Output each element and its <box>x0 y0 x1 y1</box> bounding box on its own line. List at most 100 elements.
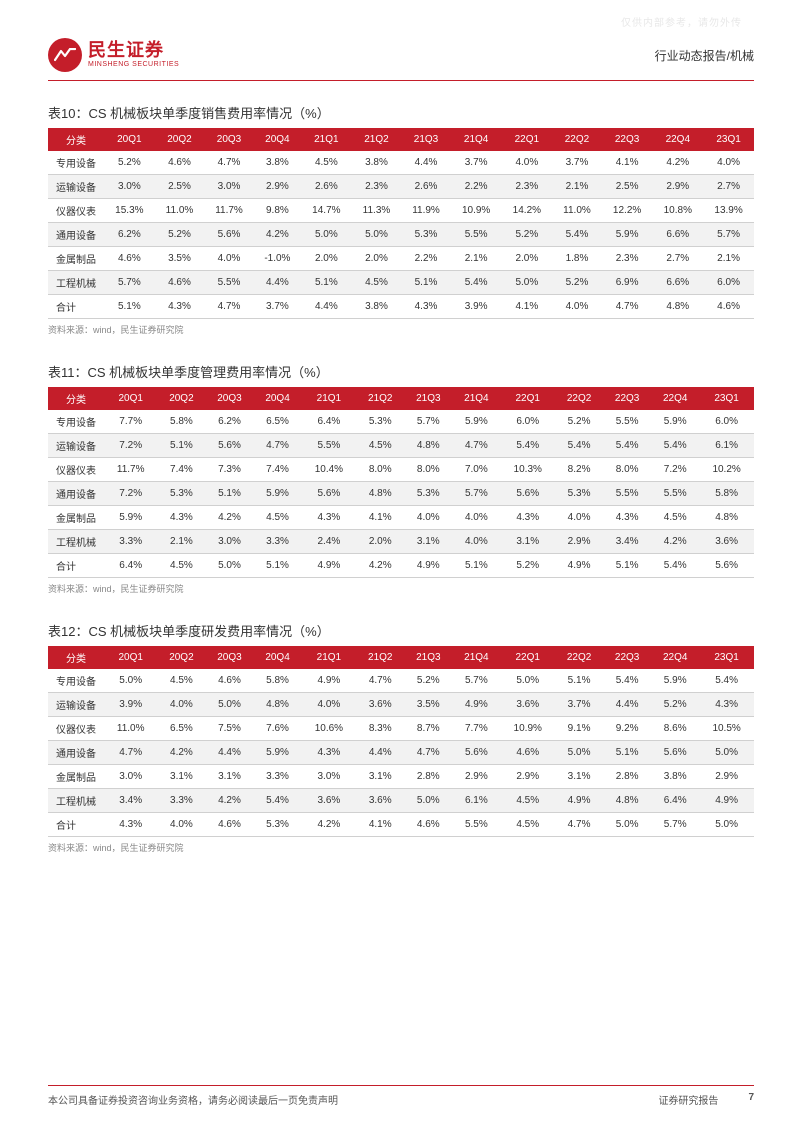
data-cell: 3.0% <box>104 175 155 199</box>
column-header: 22Q2 <box>552 128 602 151</box>
data-cell: 6.9% <box>602 271 653 295</box>
data-cell: 3.8% <box>352 295 402 319</box>
data-cell: 6.1% <box>452 789 500 813</box>
table-row: 工程机械3.4%3.3%4.2%5.4%3.6%3.6%5.0%6.1%4.5%… <box>48 789 754 813</box>
data-cell: 4.4% <box>301 295 352 319</box>
column-header: 22Q1 <box>500 387 555 410</box>
data-cell: 4.9% <box>404 554 452 578</box>
data-cell: 5.4% <box>552 223 602 247</box>
row-label: 合计 <box>48 813 104 837</box>
data-cell: 2.1% <box>703 247 754 271</box>
data-cell: 4.3% <box>302 506 357 530</box>
data-cell: 5.1% <box>401 271 451 295</box>
data-cell: 5.9% <box>254 741 302 765</box>
page-content: 民生证券 MINSHENG SECURITIES 行业动态报告/机械 表10：C… <box>0 0 802 854</box>
row-label: 专用设备 <box>48 410 104 434</box>
table-title: 表11：CS 机械板块单季度管理费用率情况（%） <box>48 362 754 381</box>
data-cell: 2.6% <box>301 175 352 199</box>
data-cell: 11.0% <box>552 199 602 223</box>
column-header: 22Q2 <box>555 387 603 410</box>
data-cell: 4.5% <box>500 789 555 813</box>
data-cell: 5.2% <box>500 554 555 578</box>
data-cell: 4.2% <box>254 223 301 247</box>
data-cell: 4.6% <box>205 813 253 837</box>
column-header: 20Q4 <box>254 128 301 151</box>
data-cell: 4.5% <box>157 554 205 578</box>
data-cell: 5.7% <box>104 271 155 295</box>
data-cell: 7.5% <box>205 717 253 741</box>
table-row: 合计6.4%4.5%5.0%5.1%4.9%4.2%4.9%5.1%5.2%4.… <box>48 554 754 578</box>
data-cell: 4.7% <box>104 741 157 765</box>
data-cell: 5.4% <box>254 789 302 813</box>
data-cell: 3.9% <box>104 693 157 717</box>
data-cell: 5.7% <box>404 410 452 434</box>
data-cell: 5.5% <box>451 223 502 247</box>
data-cell: 5.5% <box>452 813 500 837</box>
data-cell: 5.6% <box>651 741 699 765</box>
page-number: 7 <box>748 1092 754 1107</box>
row-label: 合计 <box>48 554 104 578</box>
data-cell: 4.2% <box>205 506 253 530</box>
column-header: 21Q1 <box>302 646 357 669</box>
data-cell: 2.2% <box>401 247 451 271</box>
column-header: 分类 <box>48 387 104 410</box>
data-cell: 2.0% <box>356 530 404 554</box>
data-cell: 6.2% <box>104 223 155 247</box>
data-cell: 4.7% <box>452 434 500 458</box>
data-cell: 5.4% <box>651 434 699 458</box>
data-cell: 4.4% <box>205 741 253 765</box>
data-cell: 5.8% <box>254 669 302 693</box>
data-table: 分类20Q120Q220Q320Q421Q121Q221Q321Q422Q122… <box>48 646 754 837</box>
data-cell: 4.2% <box>651 530 699 554</box>
column-header: 21Q4 <box>452 646 500 669</box>
data-cell: 5.2% <box>651 693 699 717</box>
data-cell: 4.0% <box>157 813 205 837</box>
data-cell: 4.5% <box>157 669 205 693</box>
column-header: 22Q4 <box>651 387 699 410</box>
data-cell: 7.2% <box>104 482 157 506</box>
data-cell: 3.8% <box>254 151 301 175</box>
data-cell: 10.4% <box>302 458 357 482</box>
data-cell: 9.1% <box>555 717 603 741</box>
data-cell: 4.5% <box>254 506 302 530</box>
row-label: 运输设备 <box>48 434 104 458</box>
data-cell: 5.0% <box>603 813 651 837</box>
data-cell: 6.6% <box>652 271 703 295</box>
data-cell: 11.7% <box>104 458 157 482</box>
table-row: 仪器仪表15.3%11.0%11.7%9.8%14.7%11.3%11.9%10… <box>48 199 754 223</box>
data-cell: 2.9% <box>452 765 500 789</box>
column-header: 20Q3 <box>205 387 253 410</box>
data-cell: 4.9% <box>699 789 754 813</box>
table-row: 合计5.1%4.3%4.7%3.7%4.4%3.8%4.3%3.9%4.1%4.… <box>48 295 754 319</box>
data-cell: 6.4% <box>104 554 157 578</box>
table-row: 通用设备6.2%5.2%5.6%4.2%5.0%5.0%5.3%5.5%5.2%… <box>48 223 754 247</box>
data-cell: 4.7% <box>404 741 452 765</box>
data-cell: 4.0% <box>204 247 254 271</box>
data-cell: 5.6% <box>302 482 357 506</box>
data-cell: 7.7% <box>452 717 500 741</box>
data-cell: 3.6% <box>500 693 555 717</box>
data-cell: 14.2% <box>502 199 553 223</box>
data-cell: 6.6% <box>652 223 703 247</box>
row-label: 运输设备 <box>48 693 104 717</box>
table-row: 工程机械5.7%4.6%5.5%4.4%5.1%4.5%5.1%5.4%5.0%… <box>48 271 754 295</box>
column-header: 23Q1 <box>699 646 754 669</box>
data-cell: 5.7% <box>703 223 754 247</box>
data-cell: 7.2% <box>104 434 157 458</box>
data-cell: 4.8% <box>404 434 452 458</box>
data-cell: 4.8% <box>652 295 703 319</box>
column-header: 20Q4 <box>254 646 302 669</box>
column-header: 分类 <box>48 646 104 669</box>
data-cell: 4.3% <box>157 506 205 530</box>
data-cell: 2.4% <box>302 530 357 554</box>
data-cell: 2.8% <box>603 765 651 789</box>
data-cell: 9.2% <box>603 717 651 741</box>
data-cell: 4.7% <box>204 151 254 175</box>
column-header: 22Q3 <box>602 128 653 151</box>
column-header: 21Q2 <box>356 387 404 410</box>
column-header: 22Q1 <box>502 128 553 151</box>
data-cell: 4.1% <box>356 506 404 530</box>
data-cell: 4.8% <box>603 789 651 813</box>
data-cell: 5.1% <box>603 741 651 765</box>
data-cell: 4.0% <box>703 151 754 175</box>
